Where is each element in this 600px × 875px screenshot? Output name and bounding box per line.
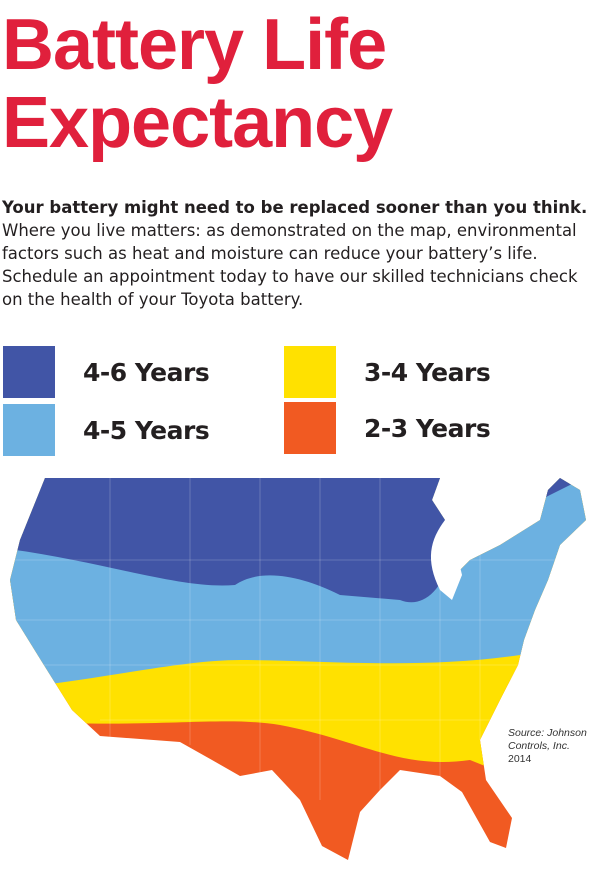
source-line-3: 2014 — [508, 753, 532, 765]
legend-swatch — [284, 402, 336, 454]
source-note: Source: Johnson Controls, Inc. 2014 — [508, 727, 587, 766]
source-line-1: Source: Johnson — [508, 727, 587, 739]
lake-michigan — [430, 520, 462, 600]
legend-swatch — [284, 346, 336, 398]
legend-label: 3-4 Years — [364, 357, 491, 387]
legend-item-2-3: 2-3 Years — [284, 402, 491, 454]
intro-body: Where you live matters: as demonstrated … — [2, 221, 578, 309]
legend-item-3-4: 3-4 Years — [284, 346, 491, 398]
legend-label: 2-3 Years — [364, 413, 491, 443]
legend-label: 4-5 Years — [83, 415, 210, 445]
legend-swatch — [3, 404, 55, 456]
intro-lead: Your battery might need to be replaced s… — [2, 198, 588, 217]
legend-swatch — [3, 346, 55, 398]
state-borders — [10, 478, 560, 800]
legend-item-4-6: 4-6 Years — [3, 346, 210, 398]
legend-item-4-5: 4-5 Years — [3, 404, 210, 456]
page-title: Battery Life Expectancy — [2, 5, 393, 163]
title-line-2: Expectancy — [2, 83, 393, 163]
intro-text: Your battery might need to be replaced s… — [2, 196, 598, 311]
source-line-2: Controls, Inc. — [508, 740, 570, 752]
us-map — [10, 478, 586, 860]
legend-label: 4-6 Years — [83, 357, 210, 387]
title-line-1: Battery Life — [2, 5, 387, 85]
